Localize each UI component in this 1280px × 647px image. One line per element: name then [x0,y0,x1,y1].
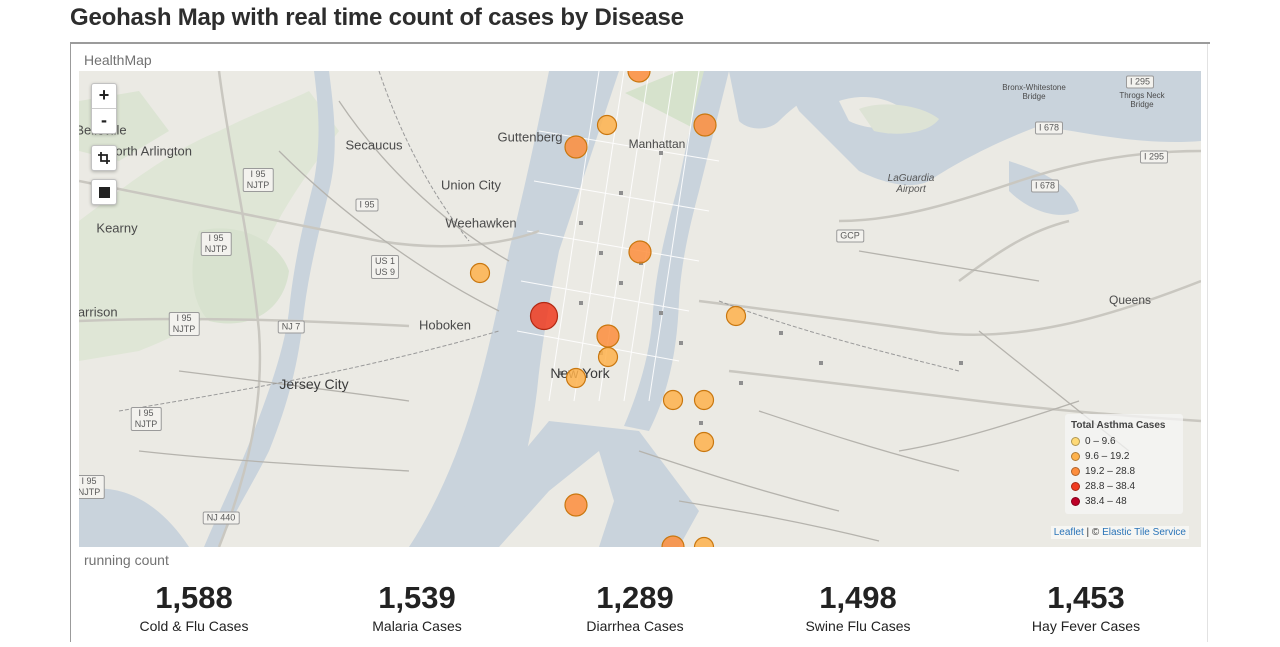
running-count-label: running count [84,552,169,568]
geohash-marker[interactable] [693,389,715,411]
legend-rows: 0 – 9.6 9.6 – 19.2 19.2 – 28.8 28.8 – 38.4 3… [1071,434,1177,509]
metric-label: Cold & Flu Cases [139,618,249,634]
place-kearny: Kearny [96,220,138,236]
place-secaucus: Secaucus [345,137,403,153]
map-attribution: Leaflet | © Elastic Tile Service [1050,526,1189,539]
legend-swatch-icon [1071,437,1080,446]
geohash-marker[interactable] [469,262,491,284]
geohash-marker[interactable] [628,240,652,264]
shield-us1-us9: US 1 US 9 [370,255,400,279]
legend-label: 0 – 9.6 [1085,436,1116,447]
place-harrison: Harrison [79,304,118,320]
geohash-marker[interactable] [661,535,685,547]
legend-title: Total Asthma Cases [1071,420,1166,431]
metric-malaria: 1,539 Malaria Cases [307,580,527,634]
place-union-city: Union City [441,177,501,193]
geohash-marker[interactable] [565,367,587,389]
geohash-marker[interactable] [564,493,588,517]
geohash-marker[interactable] [564,135,588,159]
map-legend: Total Asthma Cases 0 – 9.6 9.6 – 19.2 19.2… [1065,414,1183,514]
place-manhattan: Manhattan [628,137,686,151]
legend-row: 9.6 – 19.2 [1071,449,1177,464]
legend-label: 19.2 – 28.8 [1085,466,1136,477]
legend-swatch-icon [1071,467,1080,476]
draw-rectangle-button[interactable] [91,179,117,205]
zoom-out-button[interactable]: - [92,108,116,133]
geohash-marker[interactable] [662,389,684,411]
shield-i678: I 678 [1030,179,1060,193]
geohash-marker[interactable] [596,114,618,136]
legend-row: 28.8 – 38.4 [1071,479,1177,494]
geohash-marker[interactable] [529,301,559,331]
geohash-marker[interactable] [596,324,620,348]
metric-value: 1,539 [378,580,456,615]
place-guttenberg: Guttenberg [497,129,563,145]
metric-value: 1,453 [1047,580,1125,615]
legend-label: 28.8 – 38.4 [1085,481,1136,492]
metric-hay-fever: 1,453 Hay Fever Cases [976,580,1196,634]
metric-value: 1,289 [596,580,674,615]
shield-i95-njtp: I 95 NJTP [200,232,232,256]
metric-label: Malaria Cases [372,618,462,634]
shield-i678: I 678 [1034,121,1064,135]
metric-label: Swine Flu Cases [805,618,911,634]
attribution-separator: | © [1083,527,1103,538]
legend-label: 38.4 – 48 [1085,496,1127,507]
legend-swatch-icon [1071,452,1080,461]
metric-value: 1,588 [155,580,233,615]
shield-nj7: NJ 7 [277,320,305,334]
geohash-markers [469,71,747,548]
geohash-marker[interactable] [693,536,715,548]
shield-i295: I 295 [1139,150,1169,164]
shield-i95: I 95 [355,198,379,212]
metric-label: Hay Fever Cases [1031,618,1141,634]
metric-label: Diarrhea Cases [586,618,684,634]
shield-i95-njtp: I 95 NJTP [130,407,162,431]
map-panel-label: HealthMap [84,52,152,68]
place-hoboken: Hoboken [418,317,472,333]
zoom-control: + - [91,83,117,134]
shield-nj440: NJ 440 [202,511,240,525]
shield-i95-njtp: I 95 NJTP [79,475,105,499]
place-jersey-city: Jersey City [279,376,349,392]
shield-gcp: GCP [836,229,864,243]
legend-label: 9.6 – 19.2 [1085,451,1130,462]
place-bronx-whitestone-bridge: Bronx-Whitestone Bridge [1002,83,1066,101]
legend-swatch-icon [1071,497,1080,506]
place-north-arlington: North Arlington [106,143,192,159]
legend-row: 0 – 9.6 [1071,434,1177,449]
place-queens: Queens [1108,293,1152,307]
geohash-marker[interactable] [627,71,651,83]
geohash-marker[interactable] [725,305,747,327]
place-weehawken: Weehawken [445,215,517,231]
panel-divider [70,42,1210,44]
fit-bounds-button[interactable] [91,145,117,171]
elastic-tile-service-link[interactable]: Elastic Tile Service [1102,527,1186,538]
shield-i295: I 295 [1125,75,1155,89]
leaflet-link[interactable]: Leaflet [1053,527,1084,538]
square-icon [98,186,110,198]
crop-icon [98,152,110,164]
metric-swine-flu: 1,498 Swine Flu Cases [748,580,968,634]
metric-cold-flu: 1,588 Cold & Flu Cases [84,580,304,634]
legend-swatch-icon [1071,482,1080,491]
legend-row: 19.2 – 28.8 [1071,464,1177,479]
page-title: Geohash Map with real time count of case… [70,4,684,31]
geohash-marker[interactable] [693,113,717,137]
place-laguardia-airport: LaGuardia Airport [887,173,935,195]
geohash-marker[interactable] [597,346,619,368]
metric-value: 1,498 [819,580,897,615]
shield-i95-njtp: I 95 NJTP [242,168,274,192]
geohash-marker[interactable] [693,431,715,453]
place-throgs-neck-bridge: Throgs Neck Bridge [1119,91,1165,109]
legend-row: 38.4 – 48 [1071,494,1177,509]
metric-diarrhea: 1,289 Diarrhea Cases [525,580,745,634]
shield-i95-njtp: I 95 NJTP [168,312,200,336]
zoom-in-button[interactable]: + [98,85,110,105]
geohash-map[interactable]: Guttenberg Secaucus Union City Weehawken… [79,71,1201,547]
